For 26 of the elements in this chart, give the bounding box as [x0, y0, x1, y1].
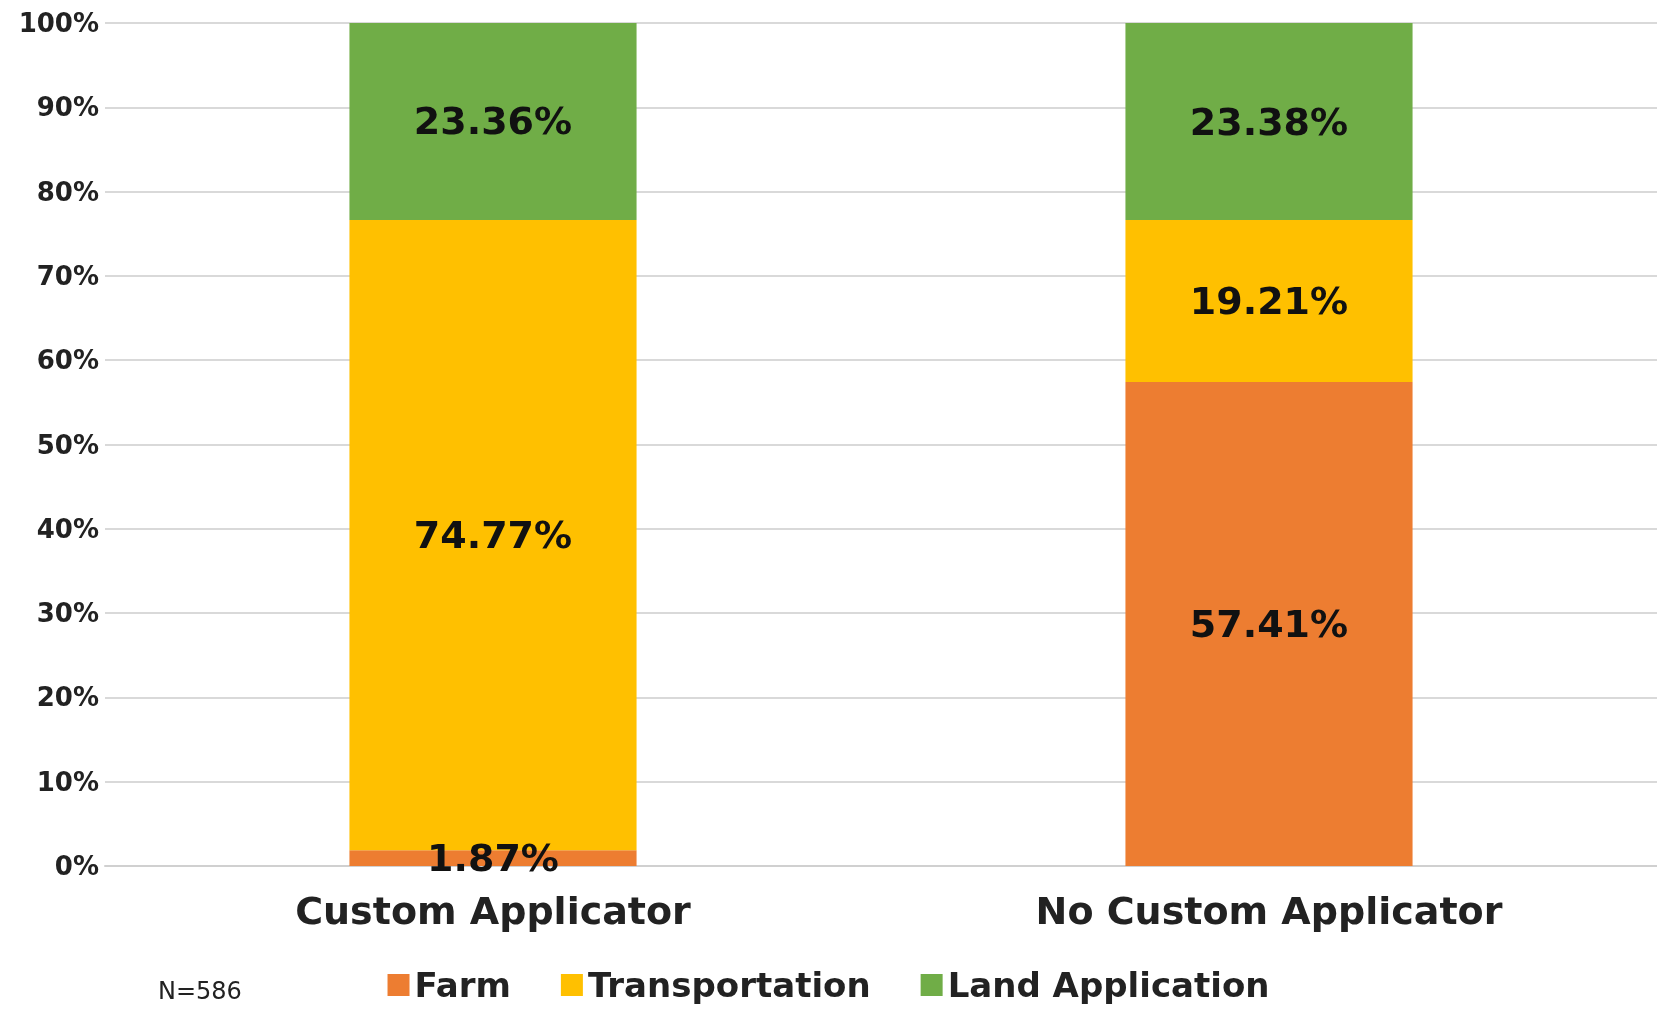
bar: [1125, 382, 1413, 866]
legend-label: Transportation: [587, 965, 871, 1005]
y-tick-label: 80%: [36, 176, 99, 207]
bar: [1125, 23, 1413, 221]
y-tick-label: 10%: [36, 766, 99, 797]
data-label: 19.21%: [1189, 279, 1349, 324]
bar: [1125, 220, 1413, 383]
legend-label: Land Application: [947, 965, 1270, 1005]
data-label: 57.41%: [1189, 602, 1349, 647]
y-tick-label: 20%: [36, 682, 99, 713]
y-tick-label: 100%: [18, 8, 99, 38]
y-tick-label: 90%: [36, 92, 99, 123]
x-tick-label: No Custom Applicator: [1035, 889, 1503, 933]
x-tick-label: Custom Applicator: [295, 889, 692, 933]
y-tick-label: 40%: [36, 513, 99, 544]
y-tick-label: 0%: [54, 851, 99, 881]
text: N=586: [158, 977, 242, 1005]
data-label: 23.38%: [1189, 99, 1349, 144]
y-tick-label: 60%: [36, 345, 99, 376]
bar: [349, 23, 637, 220]
legend-label: Farm: [414, 965, 511, 1005]
y-tick-label: 50%: [36, 429, 99, 460]
y-tick-label: 30%: [36, 598, 99, 629]
data-label: 74.77%: [413, 513, 573, 558]
y-tick-label: 70%: [36, 260, 99, 291]
data-label: 23.36%: [413, 99, 573, 144]
